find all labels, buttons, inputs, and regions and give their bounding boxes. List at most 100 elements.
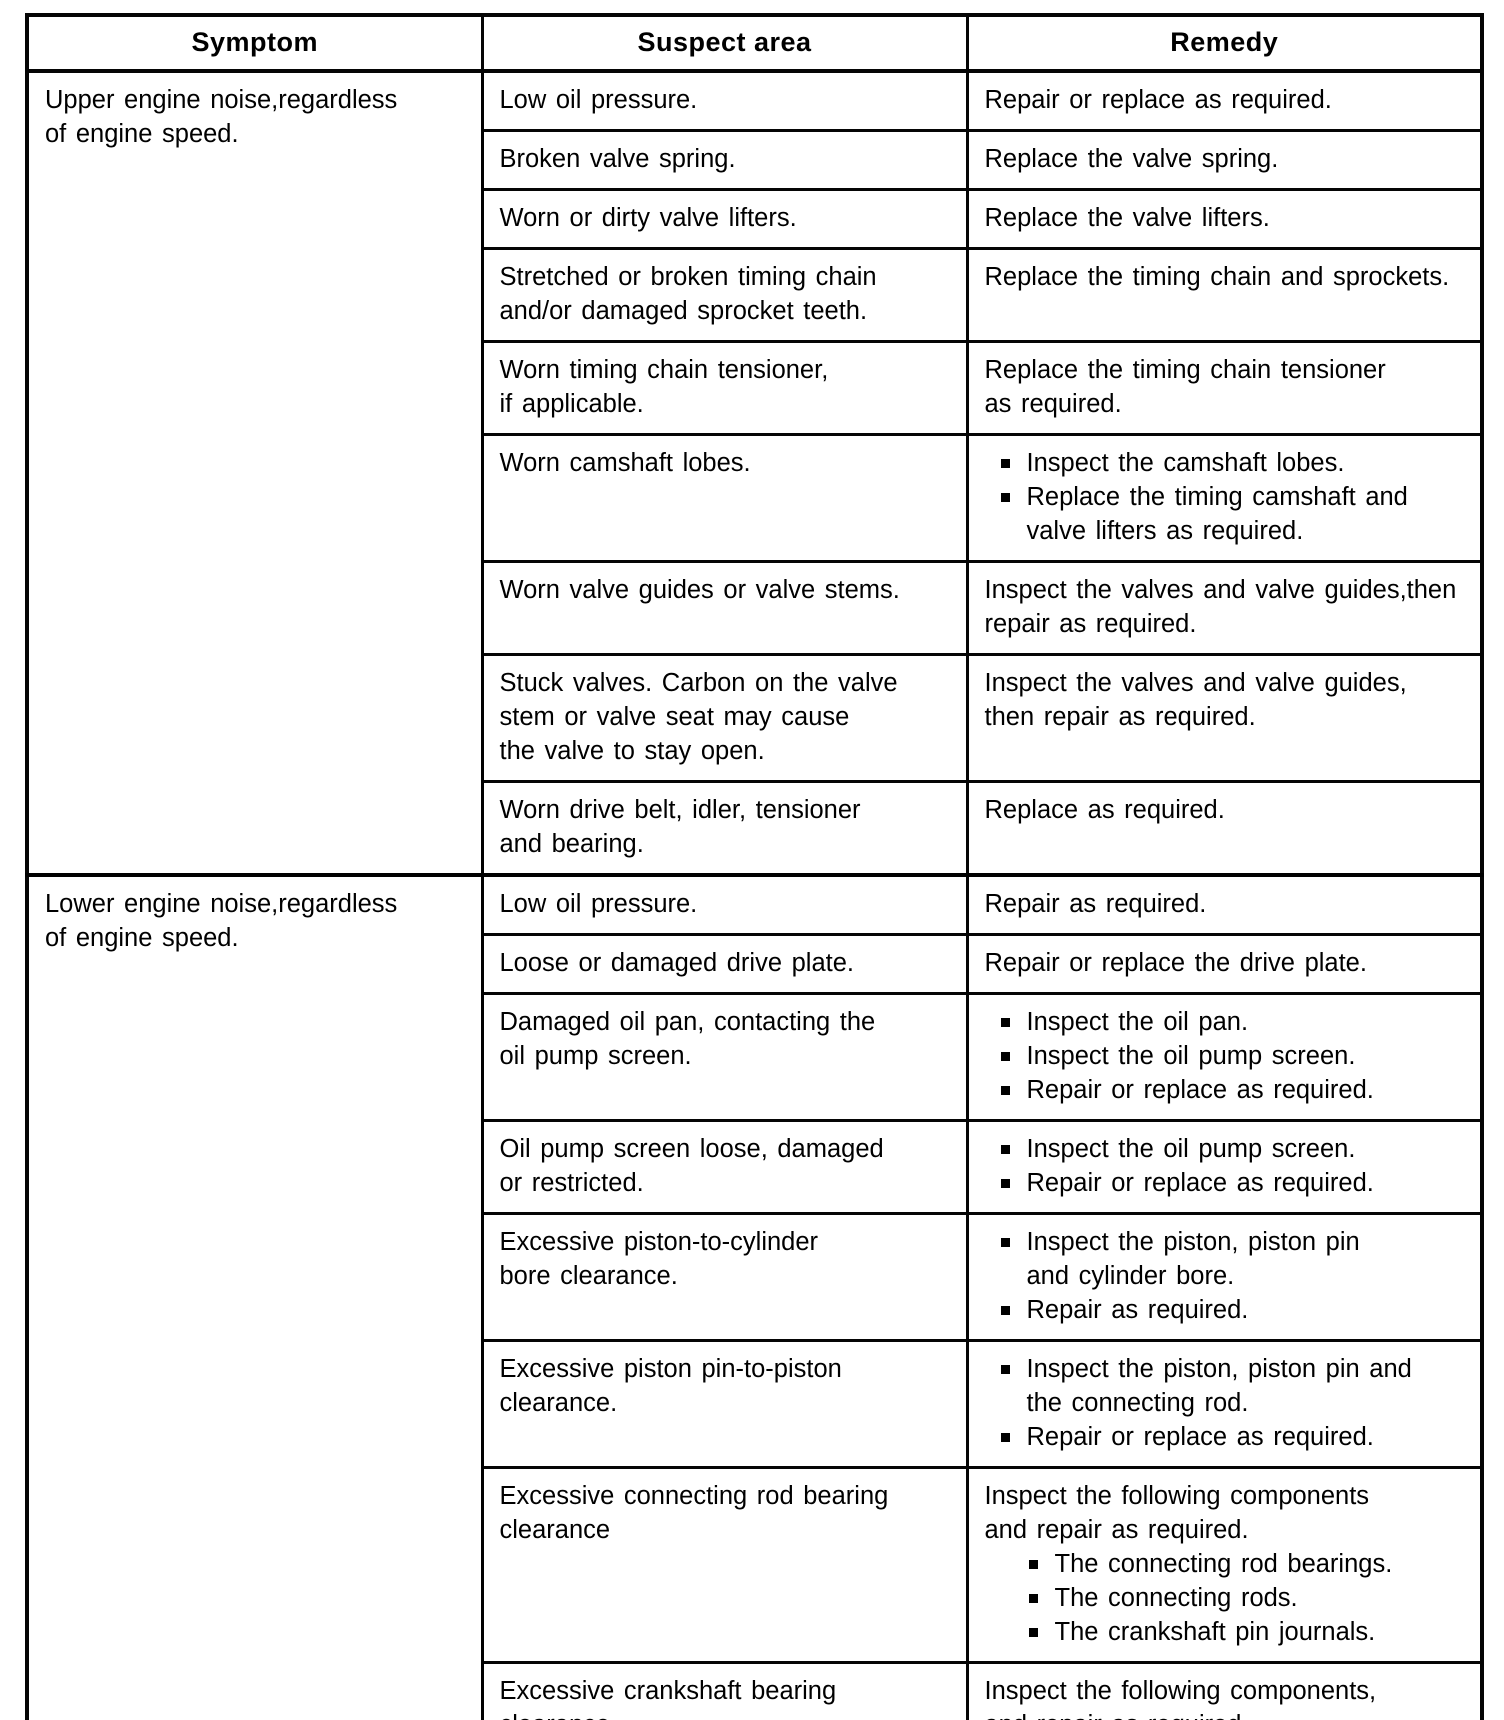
remedy-text: Repair as required. bbox=[984, 890, 1207, 918]
table-body: Upper engine noise,regardless of engine … bbox=[25, 69, 1484, 1720]
suspect-area-text: Excessive piston pin-to-piston clearance… bbox=[499, 1355, 842, 1417]
table-row: Worn valve guides or valve stems. Inspect… bbox=[27, 560, 1484, 656]
remedy-text: Replace the timing chain tensioner as re… bbox=[984, 356, 1386, 418]
remedy-bullet-item: Inspect the oil pump screen. bbox=[985, 1132, 1467, 1166]
table-row: Oil pump screen loose, damaged or restri… bbox=[27, 1119, 1484, 1215]
table-row: Worn camshaft lobes. Inspect the camshaft… bbox=[27, 433, 1484, 563]
remedy-intro-text: Inspect the following components, and re… bbox=[984, 1677, 1377, 1720]
engine-noise-symptom-table: Symptom Suspect area Remedy Upper engine… bbox=[25, 13, 1484, 1720]
remedy-cell: Replace the timing chain and sprockets. bbox=[965, 247, 1484, 343]
remedy-bullet-list: Inspect the oil pump screen. Repair or re… bbox=[985, 1132, 1467, 1200]
suspect-area-cell: Worn drive belt, idler, tensioner and be… bbox=[480, 780, 969, 877]
remedy-cell: Inspect the camshaft lobes. Replace the t… bbox=[965, 433, 1484, 563]
remedy-bullet-item: The crankshaft pin journals. bbox=[1013, 1615, 1467, 1649]
table-row: Lower engine noise,regardless of engine … bbox=[25, 873, 1484, 1720]
suspect-area-cell: Low oil pressure. bbox=[480, 873, 969, 936]
remedy-bullet-item: Inspect the piston, piston pin and the c… bbox=[985, 1352, 1467, 1420]
remedy-bullet-item: Repair as required. bbox=[985, 1293, 1467, 1327]
remedy-text: Replace the timing chain and sprockets. bbox=[984, 263, 1450, 291]
remedy-bullet-item: Repair or replace as required. bbox=[985, 1166, 1467, 1200]
remedy-bullet-item: Inspect the oil pan. bbox=[985, 1005, 1467, 1039]
remedy-cell: Repair or replace the drive plate. bbox=[965, 933, 1484, 995]
suspect-area-text: Worn or dirty valve lifters. bbox=[499, 204, 797, 232]
suspect-area-text: Excessive crankshaft bearing clearance. bbox=[499, 1677, 837, 1720]
table-row: Excessive connecting rod bearing clearan… bbox=[27, 1466, 1484, 1664]
column-header-remedy: Remedy bbox=[965, 13, 1484, 73]
suspect-area-cell: Broken valve spring. bbox=[480, 129, 969, 191]
remedy-bullet-list: Inspect the oil pan. Inspect the oil pump… bbox=[985, 1005, 1467, 1107]
remedy-bullet-item: The connecting rod bearings. bbox=[1013, 1547, 1467, 1581]
remedy-bullet-item: Inspect the oil pump screen. bbox=[985, 1039, 1467, 1073]
remedy-text: Replace the valve spring. bbox=[984, 145, 1279, 173]
symptom-cell: Upper engine noise,regardless of engine … bbox=[25, 69, 484, 877]
column-header-symptom: Symptom bbox=[25, 13, 484, 73]
suspect-area-text: Worn drive belt, idler, tensioner and be… bbox=[499, 796, 861, 858]
remedy-bullet-list: The connecting rod bearings. The connecti… bbox=[1013, 1547, 1467, 1649]
remedy-cell: Replace as required. bbox=[965, 780, 1484, 877]
symptom-text: Upper engine noise,regardless of engine … bbox=[45, 86, 398, 148]
table-row: Excessive piston pin-to-piston clearance… bbox=[27, 1339, 1484, 1469]
remedy-bullet-item: Inspect the camshaft lobes. bbox=[985, 446, 1467, 480]
table-row: Worn drive belt, idler, tensioner and be… bbox=[27, 780, 1484, 877]
suspect-area-text: Damaged oil pan, contacting the oil pump… bbox=[499, 1008, 876, 1070]
remedy-bullet-item: Repair or replace as required. bbox=[985, 1420, 1467, 1454]
remedy-bullet-item: Replace the timing camshaft and valve li… bbox=[985, 480, 1467, 548]
remedy-bullet-list: Inspect the camshaft lobes. Replace the t… bbox=[985, 446, 1467, 548]
suspect-area-cell: Stuck valves. Carbon on the valve stem o… bbox=[480, 653, 969, 783]
remedy-text: Repair or replace the drive plate. bbox=[984, 949, 1367, 977]
suspect-area-text: Stuck valves. Carbon on the valve stem o… bbox=[499, 669, 898, 765]
remedy-intro-text: Inspect the following components and rep… bbox=[984, 1482, 1370, 1544]
remedy-text: Inspect the valves and valve guides, the… bbox=[984, 669, 1407, 731]
suspect-area-cell: Low oil pressure. bbox=[480, 69, 969, 132]
remedy-cell: Replace the valve spring. bbox=[965, 129, 1484, 191]
remedy-cell: Inspect the oil pan. Inspect the oil pump… bbox=[965, 992, 1484, 1122]
remedy-bullet-list: Inspect the piston, piston pin and cylin… bbox=[985, 1225, 1467, 1327]
remedy-cell: Repair as required. bbox=[965, 873, 1484, 936]
remedy-cell: Inspect the following components, and re… bbox=[965, 1661, 1484, 1720]
suspect-area-text: Worn valve guides or valve stems. bbox=[499, 576, 900, 604]
remedy-cell: Inspect the piston, piston pin and cylin… bbox=[965, 1212, 1484, 1342]
remedy-cell: Replace the valve lifters. bbox=[965, 188, 1484, 250]
suspect-area-cell: Excessive piston-to-cylinder bore cleara… bbox=[480, 1212, 969, 1342]
suspect-area-cell: Loose or damaged drive plate. bbox=[480, 933, 969, 995]
table-row: Damaged oil pan, contacting the oil pump… bbox=[27, 992, 1484, 1122]
remedy-text: Replace as required. bbox=[984, 796, 1225, 824]
suspect-area-text: Excessive piston-to-cylinder bore cleara… bbox=[499, 1228, 819, 1290]
remedy-cell: Repair or replace as required. bbox=[965, 69, 1484, 132]
table-row: Stuck valves. Carbon on the valve stem o… bbox=[27, 653, 1484, 783]
suspect-area-cell: Excessive connecting rod bearing clearan… bbox=[480, 1466, 969, 1664]
remedy-cell: Inspect the valves and valve guides, the… bbox=[965, 653, 1484, 783]
table-row: Excessive crankshaft bearing clearance. I… bbox=[27, 1661, 1484, 1720]
suspect-area-text: Oil pump screen loose, damaged or restri… bbox=[499, 1135, 884, 1197]
table-row: Worn timing chain tensioner, if applicab… bbox=[27, 340, 1484, 436]
suspect-area-text: Broken valve spring. bbox=[499, 145, 736, 173]
remedy-bullet-item: The connecting rods. bbox=[1013, 1581, 1467, 1615]
remedy-cell: Inspect the oil pump screen. Repair or re… bbox=[965, 1119, 1484, 1215]
symptom-cell: Lower engine noise,regardless of engine … bbox=[25, 873, 484, 1720]
suspect-area-text: Worn timing chain tensioner, if applicab… bbox=[499, 356, 829, 418]
remedy-text: Inspect the valves and valve guides,then… bbox=[984, 576, 1457, 638]
table-row: Excessive piston-to-cylinder bore cleara… bbox=[27, 1212, 1484, 1342]
table-row: Stretched or broken timing chain and/or … bbox=[27, 247, 1484, 343]
table-header-row: Symptom Suspect area Remedy bbox=[25, 13, 1484, 73]
suspect-area-text: Low oil pressure. bbox=[499, 86, 698, 114]
symptom-text: Lower engine noise,regardless of engine … bbox=[45, 890, 398, 952]
table-row: Loose or damaged drive plate. Repair or r… bbox=[27, 933, 1484, 995]
suspect-area-cell: Worn or dirty valve lifters. bbox=[480, 188, 969, 250]
suspect-area-cell: Damaged oil pan, contacting the oil pump… bbox=[480, 992, 969, 1122]
suspect-area-cell: Stretched or broken timing chain and/or … bbox=[480, 247, 969, 343]
table-row: Worn or dirty valve lifters. Replace the … bbox=[27, 188, 1484, 250]
table-row: Broken valve spring. Replace the valve sp… bbox=[27, 129, 1484, 191]
suspect-area-cell: Oil pump screen loose, damaged or restri… bbox=[480, 1119, 969, 1215]
column-header-suspect-area: Suspect area bbox=[480, 13, 969, 73]
suspect-area-cell: Worn camshaft lobes. bbox=[480, 433, 969, 563]
table-row: Upper engine noise,regardless of engine … bbox=[25, 69, 1484, 877]
suspect-area-cell: Excessive crankshaft bearing clearance. bbox=[480, 1661, 969, 1720]
remedy-cell: Inspect the following components and rep… bbox=[965, 1466, 1484, 1664]
remedy-bullet-list: Inspect the piston, piston pin and the c… bbox=[985, 1352, 1467, 1454]
suspect-area-text: Excessive connecting rod bearing clearan… bbox=[499, 1482, 889, 1544]
suspect-area-text: Low oil pressure. bbox=[499, 890, 698, 918]
suspect-area-cell: Worn timing chain tensioner, if applicab… bbox=[480, 340, 969, 436]
suspect-area-text: Loose or damaged drive plate. bbox=[499, 949, 854, 977]
